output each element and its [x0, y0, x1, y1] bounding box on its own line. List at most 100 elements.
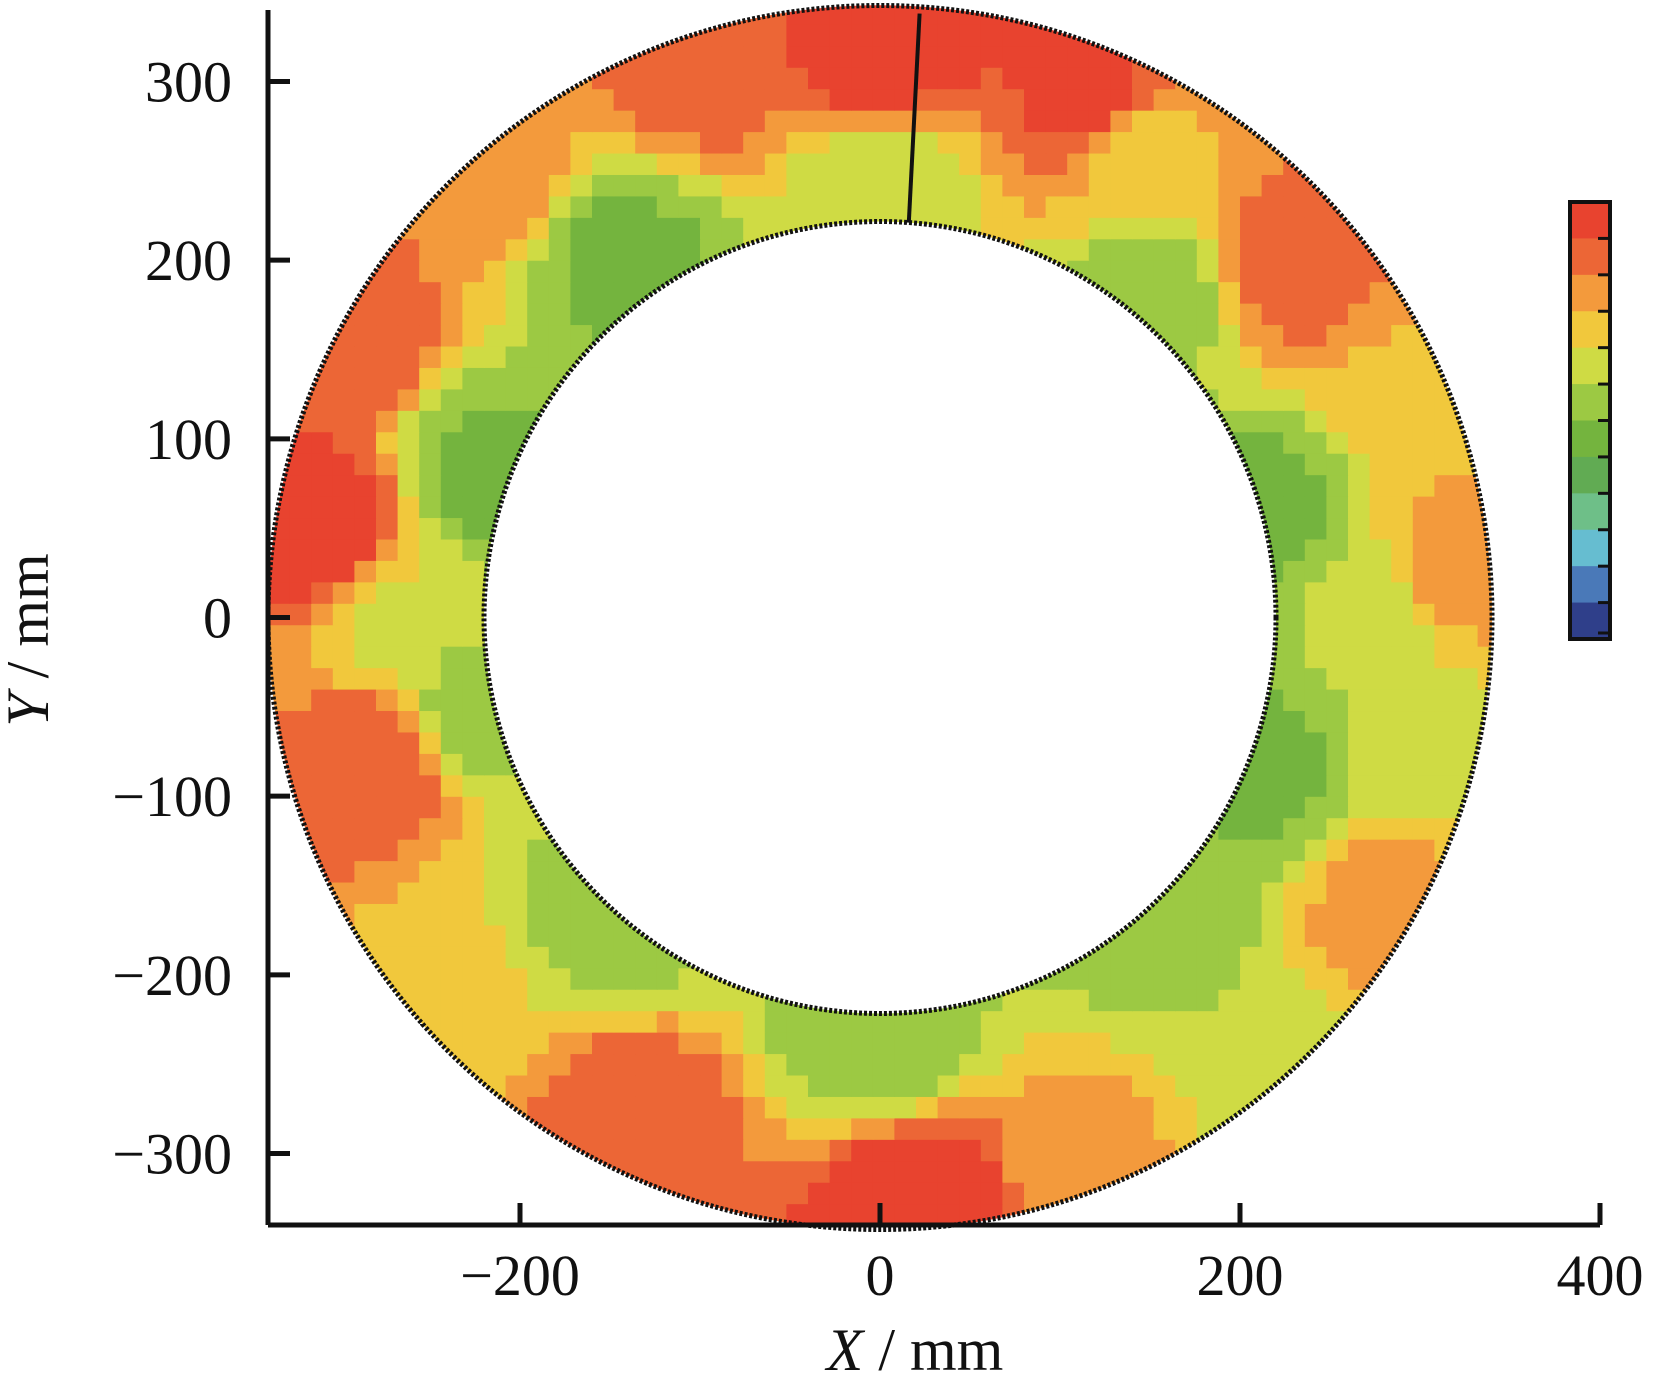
heatmap-cell — [1024, 1010, 1047, 1033]
heatmap-cell — [894, 45, 917, 68]
heatmap-cell — [289, 860, 312, 883]
heatmap-cell — [1348, 453, 1371, 476]
x-tick-label: 400 — [1557, 1243, 1644, 1308]
heatmap-cell — [505, 1074, 528, 1097]
heatmap-cell — [786, 88, 809, 111]
heatmap-cell — [678, 88, 701, 111]
heatmap-cell — [592, 1117, 615, 1140]
heatmap-cell — [1218, 817, 1241, 840]
heatmap-cell — [1218, 839, 1241, 862]
heatmap-cell — [1412, 538, 1435, 561]
heatmap-cell — [786, 1139, 809, 1162]
heatmap-cell — [548, 174, 571, 197]
heatmap-cell — [1218, 1053, 1241, 1076]
heatmap-cell — [1175, 967, 1198, 990]
heatmap-cell — [700, 1053, 723, 1076]
heatmap-cell — [462, 453, 485, 476]
heatmap-cell — [1110, 1074, 1133, 1097]
heatmap-cell — [592, 174, 615, 197]
heatmap-cell — [959, 1074, 982, 1097]
heatmap-cell — [440, 260, 463, 283]
heatmap-cell — [1002, 24, 1025, 47]
heatmap-cell — [1088, 1117, 1111, 1140]
heatmap-cell — [505, 496, 528, 519]
heatmap-cell — [419, 860, 442, 883]
heatmap-cell — [440, 924, 463, 947]
heatmap-cell — [592, 217, 615, 240]
heatmap-cell — [1132, 1139, 1155, 1162]
heatmap-cell — [786, 131, 809, 154]
heatmap-cell — [635, 110, 658, 133]
heatmap-cell — [1240, 281, 1263, 304]
heatmap-cell — [397, 453, 420, 476]
heatmap-cell — [484, 324, 507, 347]
heatmap-cell — [980, 1032, 1003, 1055]
x-tick-label: 200 — [1197, 1243, 1284, 1308]
heatmap-cell — [916, 195, 939, 218]
heatmap-cell — [916, 88, 939, 111]
heatmap-cell — [527, 152, 550, 175]
heatmap-cell — [440, 753, 463, 776]
heatmap-cell — [1024, 152, 1047, 175]
heatmap-cell — [613, 281, 636, 304]
heatmap-cell — [937, 238, 960, 261]
heatmap-cell — [635, 1032, 658, 1055]
heatmap-cell — [1348, 646, 1371, 669]
heatmap-cell — [1348, 731, 1371, 754]
heatmap-cell — [1240, 710, 1263, 733]
y-tick-label: 300 — [145, 49, 232, 114]
heatmap-cell — [1456, 603, 1479, 626]
heatmap-cell — [700, 1010, 723, 1033]
heatmap-cell — [376, 881, 399, 904]
heatmap-cell — [872, 88, 895, 111]
heatmap-cell — [1261, 924, 1284, 947]
heatmap-cell — [894, 1010, 917, 1033]
heatmap-cell — [1456, 731, 1479, 754]
heatmap-cell — [1283, 903, 1306, 926]
heatmap-cell — [376, 324, 399, 347]
heatmap-cell — [1304, 731, 1327, 754]
heatmap-cell — [959, 238, 982, 261]
heatmap-cell — [505, 131, 528, 154]
heatmap-cell — [419, 474, 442, 497]
heatmap-cell — [1196, 281, 1219, 304]
heatmap-cell — [1434, 474, 1457, 497]
heatmap-cell — [354, 431, 377, 454]
heatmap-cell — [289, 474, 312, 497]
heatmap-cell — [1218, 367, 1241, 390]
heatmap-cell — [1326, 774, 1349, 797]
heatmap-cell — [1153, 989, 1176, 1012]
heatmap-cell — [419, 881, 442, 904]
heatmap-cell — [311, 731, 334, 754]
heatmap-cell — [484, 753, 507, 776]
heatmap-cell — [1326, 560, 1349, 583]
colorbar-segment — [1570, 566, 1610, 604]
heatmap-cell — [656, 1032, 679, 1055]
heatmap-cell — [1412, 624, 1435, 647]
heatmap-cell — [721, 131, 744, 154]
heatmap-cell — [1477, 581, 1492, 604]
heatmap-cell — [894, 1139, 917, 1162]
heatmap-cell — [1218, 174, 1241, 197]
heatmap-cell — [721, 1074, 744, 1097]
heatmap-cell — [592, 860, 615, 883]
heatmap-cell — [354, 560, 377, 583]
heatmap-cell — [484, 453, 507, 476]
heatmap-cell — [937, 24, 960, 47]
heatmap-cell — [700, 131, 723, 154]
heatmap-cell — [1391, 710, 1414, 733]
heatmap-cell — [1067, 67, 1090, 90]
heatmap-cell — [376, 603, 399, 626]
heatmap-cell — [527, 774, 550, 797]
heatmap-cell — [829, 67, 852, 90]
heatmap-cell — [786, 1096, 809, 1119]
heatmap-cell — [959, 174, 982, 197]
heatmap-cell — [872, 5, 895, 25]
heatmap-cell — [484, 839, 507, 862]
heatmap-cell — [1326, 860, 1349, 883]
y-axis-title-unit: / mm — [0, 553, 61, 693]
heatmap-cell — [937, 1139, 960, 1162]
heatmap-cell — [1261, 260, 1284, 283]
heatmap-cell — [462, 1032, 485, 1055]
heatmap-cell — [289, 688, 312, 712]
